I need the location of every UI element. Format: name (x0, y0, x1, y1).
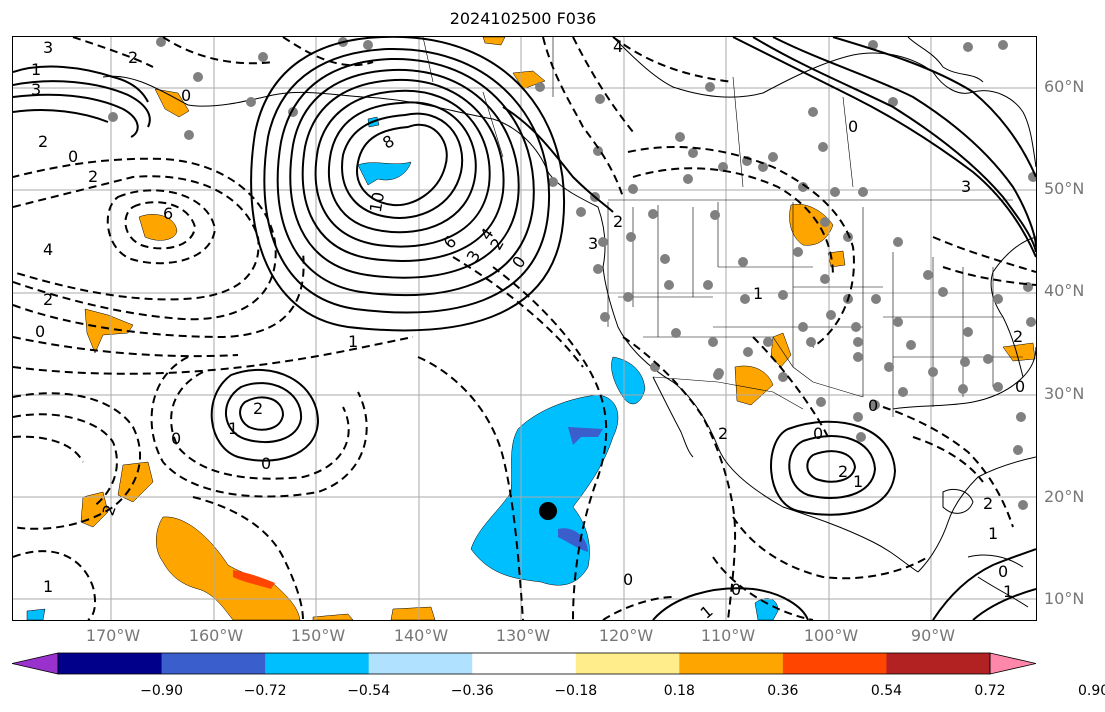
colorbar-tick-label: −0.18 (554, 683, 598, 699)
colorbar-tick-label: −0.36 (450, 683, 494, 699)
contour-label: 0 (998, 562, 1008, 581)
contours-solid (13, 37, 1036, 620)
coastlines (102, 37, 1036, 608)
political-borders (422, 37, 1023, 417)
contour-label: 2 (43, 290, 53, 309)
contour-label: 1 (697, 601, 717, 620)
contour-label: 0 (623, 570, 633, 589)
contour-label: 2 (1013, 327, 1023, 346)
contour-label: 1 (348, 332, 358, 351)
lat-label-60n: 60°N (1044, 77, 1085, 96)
contour-label: 6 (163, 204, 173, 223)
colorbar-tick-label: 0.90 (1077, 683, 1105, 699)
lon-label-160w: 160°W (188, 626, 244, 645)
lon-label-140w: 140°W (393, 626, 449, 645)
lat-label-20n: 20°N (1044, 487, 1085, 506)
shaded-field-positive (80, 37, 1036, 620)
contour-label: 3 (588, 234, 598, 253)
contour-label: 4 (613, 37, 623, 56)
contour-label: 1 (988, 524, 998, 543)
lon-label-150w: 150°W (290, 626, 346, 645)
contour-label: 0 (868, 396, 878, 415)
contour-label: 2 (128, 48, 138, 67)
contour-label: 2 (983, 494, 993, 513)
colorbar-bin (472, 653, 577, 674)
map-canvas: 3 2 1 0 2 3 0 2 8 10 6 4 3 2 0 6 4 2 0 1… (13, 37, 1036, 620)
contour-label: 1 (31, 60, 41, 79)
contour-label: 2 (718, 424, 728, 443)
contour-label: 2 (613, 212, 623, 231)
station-markers (108, 37, 1036, 510)
contour-label: 8 (379, 131, 397, 153)
contour-label: 10 (366, 190, 388, 213)
colorbar-bin (161, 653, 266, 674)
colorbar-tick-label: 0.72 (974, 683, 1006, 699)
lat-label-10n: 10°N (1044, 589, 1085, 608)
lat-label-40n: 40°N (1044, 281, 1085, 300)
colorbar-bin (368, 653, 473, 674)
contour-label: 6 (440, 232, 461, 253)
colorbar-bin (575, 653, 680, 674)
contour-label: 2 (88, 167, 98, 186)
colorbar-tick-label: 0.36 (767, 683, 799, 699)
colorbar-bin (886, 653, 991, 674)
contour-label: 0 (813, 424, 823, 443)
chart-title: 2024102500 F036 (449, 9, 597, 28)
contour-label: 3 (43, 38, 53, 57)
map-panel: 3 2 1 0 2 3 0 2 8 10 6 4 3 2 0 6 4 2 0 1… (12, 36, 1037, 621)
colorbar-tick-label: −0.54 (347, 683, 391, 699)
colorbar-bin (782, 653, 887, 674)
contour-label: 3 (463, 247, 485, 265)
contour-label: 1 (1003, 582, 1013, 601)
colorbar-tick-label: 0.54 (870, 683, 903, 699)
colorbar-extend-high (989, 652, 1037, 675)
lat-label-50n: 50°N (1044, 179, 1085, 198)
colorbar-extend-low (11, 652, 59, 675)
colorbar-tick-label: −0.90 (140, 683, 183, 699)
lon-label-170w: 170°W (85, 626, 141, 645)
contour-label: 0 (1015, 377, 1025, 396)
contour-label: 1 (853, 472, 863, 491)
contour-label: 0 (731, 580, 741, 599)
colorbar (11, 652, 1037, 680)
colorbar-bin (679, 653, 784, 674)
contour-label: 0 (261, 454, 271, 473)
lon-label-100w: 100°W (803, 626, 859, 645)
position-marker (539, 502, 557, 520)
contour-label: 2 (253, 399, 263, 418)
lon-label-130w: 130°W (495, 626, 551, 645)
contours-dashed (13, 37, 1036, 620)
colorbar-svg (11, 652, 1037, 675)
contour-label: 1 (753, 284, 763, 303)
contour-label: 0 (68, 147, 78, 166)
lon-label-110w: 110°W (700, 626, 756, 645)
contour-label: 0 (171, 429, 181, 448)
colorbar-bin (265, 653, 370, 674)
lon-label-90w: 90°W (910, 626, 956, 645)
shaded-field-negative (26, 116, 779, 620)
contour-label: 0 (35, 322, 45, 341)
contour-label: 0 (181, 86, 191, 105)
contour-label: 3 (31, 80, 41, 99)
contour-label: 1 (43, 577, 53, 596)
contour-label: 2 (38, 132, 48, 151)
lon-label-120w: 120°W (598, 626, 654, 645)
colorbar-bin (58, 653, 163, 674)
contour-label: 1 (228, 419, 238, 438)
contour-label: 3 (961, 177, 971, 196)
contour-label: 4 (43, 240, 53, 259)
contour-label: 0 (848, 117, 858, 136)
colorbar-tick-label: −0.72 (243, 683, 287, 699)
lat-label-30n: 30°N (1044, 384, 1085, 403)
colorbar-tick-label: 0.18 (663, 683, 695, 699)
colorbar-outline (57, 652, 991, 675)
contour-label: 2 (838, 462, 848, 481)
